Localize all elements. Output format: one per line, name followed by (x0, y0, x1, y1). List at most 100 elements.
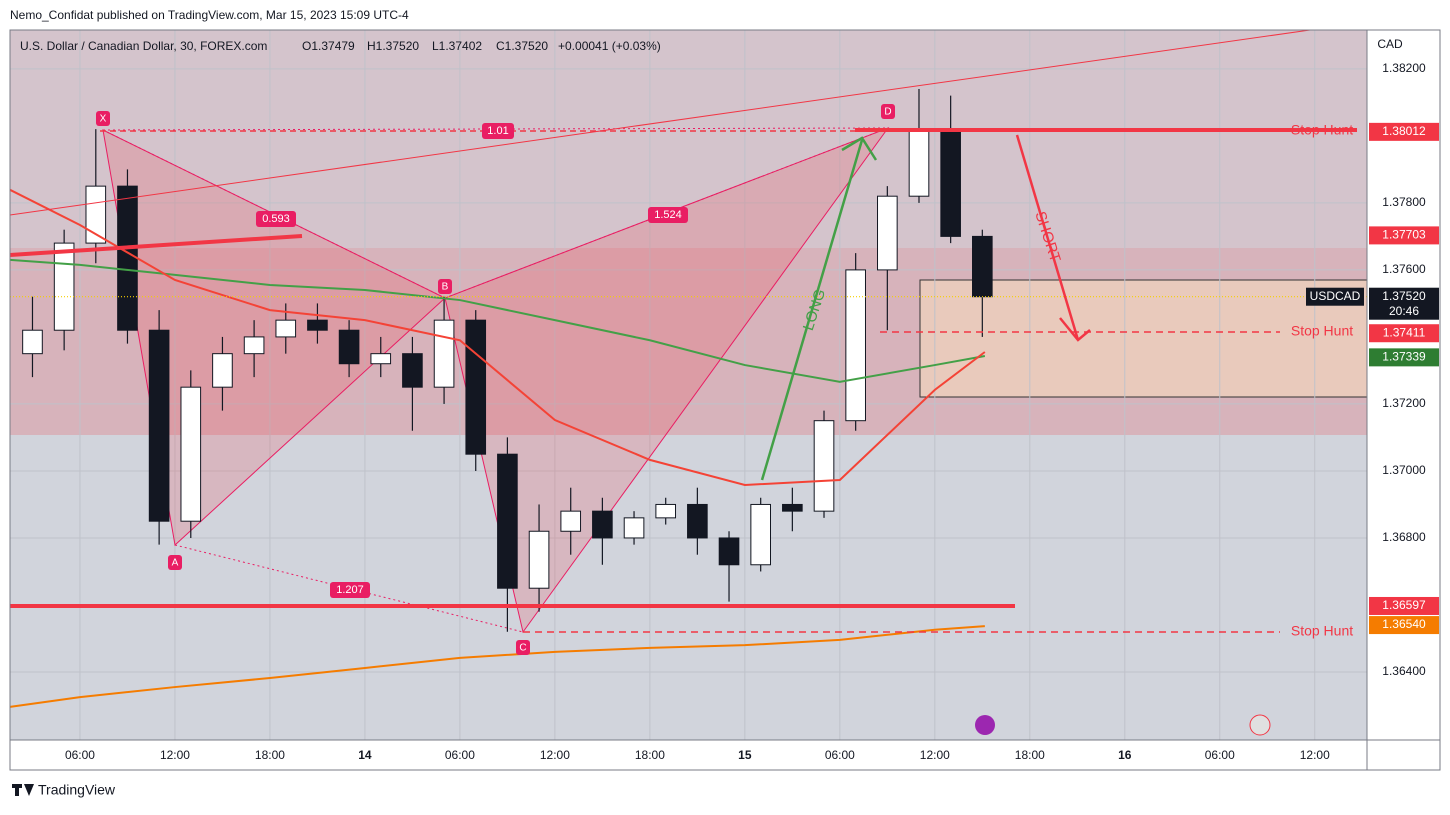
candle-body (877, 195, 898, 271)
plot-area (10, 30, 1367, 740)
point-label: B (442, 282, 449, 293)
candle-body (180, 386, 202, 522)
badge (438, 279, 452, 294)
ratio-badge (330, 582, 370, 598)
x-tick-label: 14 (358, 748, 372, 762)
x-tick-label: 16 (1118, 748, 1132, 762)
badge (881, 104, 895, 119)
countdown: 20:46 (1389, 304, 1419, 318)
ohlc: L1.37402 (432, 39, 482, 53)
price-tag-label: 1.38012 (1382, 124, 1426, 138)
y-tick-label: 1.37600 (1382, 262, 1426, 276)
ratio-label: 0.593 (262, 213, 290, 225)
publisher: Nemo_Confidat published on TradingView.c… (10, 8, 409, 22)
price-tag (1369, 596, 1439, 615)
pattern-badges: X A B C D 0.593 1.524 1.207 1.01 (96, 104, 895, 655)
ohlc: O1.37479 (302, 39, 355, 53)
candle-body (908, 128, 930, 197)
candle-body (370, 353, 392, 365)
target-box (919, 279, 1368, 398)
currency: CAD (1377, 37, 1403, 51)
price-tag-label: 1.37411 (1383, 325, 1426, 339)
trend-line (9, 234, 303, 257)
x-tick-label: 06:00 (445, 748, 475, 762)
candle-body (433, 319, 455, 388)
candle-body (243, 336, 265, 355)
resistance-zone (10, 30, 1367, 435)
price-tag (1369, 616, 1439, 635)
candle-body (117, 185, 138, 331)
candle-body (212, 353, 233, 388)
short-arrow (1015, 134, 1080, 341)
candle-body (53, 242, 75, 331)
badge (516, 640, 530, 655)
x-tick-label: 18:00 (635, 748, 665, 762)
ohlc: C1.37520 (496, 39, 548, 53)
x-tick-label: 06:00 (65, 748, 95, 762)
channel-line (9, 29, 1311, 216)
y-tick-label: 1.36400 (1382, 664, 1426, 678)
ratio-line (444, 127, 889, 299)
x-tick-label: 18:00 (255, 748, 285, 762)
x-tick-label: 15 (738, 748, 752, 762)
ratio-label: 1.207 (336, 584, 364, 596)
price-tag (1369, 324, 1439, 343)
legend: U.S. Dollar / Canadian Dollar, 30, FOREX… (20, 39, 661, 53)
point-label: C (519, 643, 526, 654)
candle-body (275, 319, 297, 338)
candle-body (402, 353, 423, 388)
point-label: A (172, 558, 179, 569)
y-tick-label: 1.37800 (1382, 195, 1426, 209)
moving-average (9, 258, 986, 383)
candle-body (560, 510, 582, 532)
candle-body (813, 420, 835, 512)
ratio-line (102, 127, 889, 131)
candle-body (845, 269, 866, 422)
price-tag-label: 1.37703 (1382, 228, 1426, 242)
candle-body (85, 185, 107, 244)
candle-body (972, 235, 993, 298)
x-tick-label: 12:00 (160, 748, 190, 762)
candle-body (718, 537, 740, 566)
long-arrow-head (841, 136, 878, 161)
ratio-badge (256, 211, 296, 227)
x-tick-label: 18:00 (1015, 748, 1045, 762)
badge (168, 555, 182, 570)
point-label: X (100, 114, 107, 125)
change: +0.00041 (+0.03%) (558, 39, 661, 53)
stop-hunt-label: Stop Hunt (1291, 623, 1353, 639)
y-tick-label: 1.38200 (1382, 61, 1426, 75)
ratio-badge (482, 123, 514, 139)
price-tag-label: 1.37339 (1382, 350, 1426, 364)
ratio-badge (648, 207, 688, 223)
candle-body (940, 128, 961, 237)
symbol: U.S. Dollar / Canadian Dollar, 30, FOREX… (20, 39, 267, 53)
x-tick-label: 12:00 (920, 748, 950, 762)
candle-body (465, 319, 487, 455)
event-icon[interactable] (975, 715, 995, 735)
x-tick-label: 06:00 (1205, 748, 1235, 762)
badge (96, 111, 110, 126)
stop-hunt-label: Stop Hunt (1291, 323, 1353, 339)
candle-body (148, 329, 170, 522)
ohlc: H1.37520 (367, 39, 419, 53)
x-tick-label: 12:00 (1300, 748, 1330, 762)
candle-body (338, 329, 360, 365)
candle-body (528, 530, 550, 589)
candle-body (307, 319, 328, 331)
event-icon[interactable] (1249, 714, 1271, 736)
moving-average (9, 625, 985, 708)
stop-hunt-label: Stop Hunt (1291, 122, 1353, 138)
symbol-label: USDCAD (1310, 289, 1361, 303)
candle-body (497, 453, 518, 589)
price-tag-label: 1.36540 (1382, 617, 1426, 631)
price-tag (1369, 226, 1439, 245)
short-arrow-head (1059, 317, 1091, 342)
candle-body (687, 503, 708, 539)
candle-body (22, 329, 43, 355)
price-tag-label: 1.36597 (1382, 598, 1426, 612)
candle-body (750, 503, 772, 566)
candle-body (592, 510, 613, 539)
x-tick-label: 12:00 (540, 748, 570, 762)
point-label: D (884, 107, 891, 118)
